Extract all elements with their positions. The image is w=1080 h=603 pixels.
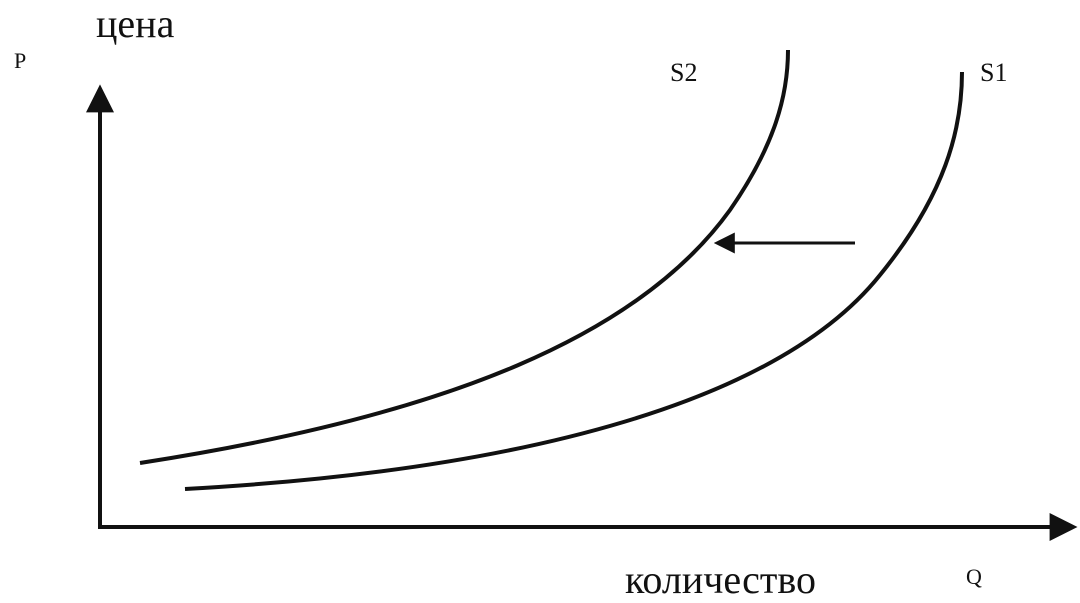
curve-label-s1: S1 xyxy=(980,58,1008,87)
curve-label-s2: S2 xyxy=(670,58,698,87)
quantity-axis-letter: Q xyxy=(966,564,982,589)
price-axis-letter: P xyxy=(14,48,27,73)
quantity-axis-title: количество xyxy=(625,557,816,602)
price-axis-title: цена xyxy=(96,1,175,46)
supply-curve-s2 xyxy=(139,49,790,465)
supply-curve-s1 xyxy=(184,71,964,491)
